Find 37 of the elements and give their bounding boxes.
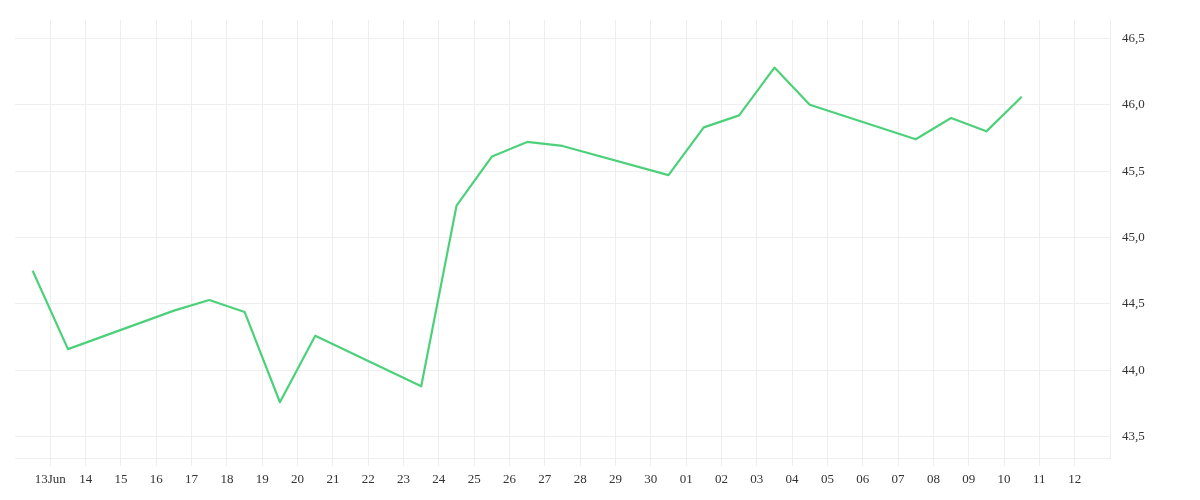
x-tick-label: 18 <box>220 471 234 487</box>
x-tick-label: 02 <box>714 471 728 487</box>
x-tick-label: 16 <box>149 471 164 487</box>
x-tick-label: 22 <box>361 471 375 487</box>
y-tick-label: 46,0 <box>1122 96 1145 112</box>
x-tick-label: 21 <box>326 471 340 487</box>
x-tick-label: 26 <box>503 471 517 487</box>
y-tick-label: 45,5 <box>1122 162 1145 178</box>
y-tick-label: 46,5 <box>1122 29 1145 45</box>
y-tick-label: 44,5 <box>1122 295 1145 311</box>
x-tick-label: 04 <box>785 471 800 487</box>
x-tick-label: 25 <box>467 471 481 487</box>
x-tick-label: 01 <box>679 471 693 487</box>
x-tick-label: 06 <box>856 471 870 487</box>
x-tick-label: 15 <box>114 471 128 487</box>
x-tick-label: 28 <box>573 471 587 487</box>
x-tick-label: 08 <box>926 471 940 487</box>
x-tick-label: 19 <box>255 471 269 487</box>
x-tick-label: 03 <box>750 471 764 487</box>
x-tick-label: 20 <box>291 471 305 487</box>
x-tick-label: 05 <box>820 471 834 487</box>
x-tick-label: 10 <box>997 471 1011 487</box>
y-tick-label: 43,5 <box>1122 428 1145 444</box>
x-tick-label: 14 <box>79 471 93 487</box>
x-tick-label: 07 <box>891 471 906 487</box>
x-tick-label: 29 <box>608 471 622 487</box>
x-tick-label: 12 <box>1068 471 1082 487</box>
x-tick-label: 23 <box>397 471 411 487</box>
x-tick-label: 11 <box>1033 471 1046 487</box>
x-tick-label: 09 <box>962 471 976 487</box>
y-tick-label: 45,0 <box>1122 228 1145 244</box>
x-tick-label: 27 <box>538 471 552 487</box>
y-tick-label: 44,0 <box>1122 361 1145 377</box>
x-tick-label: 30 <box>644 471 658 487</box>
x-tick-label: 24 <box>432 471 446 487</box>
x-tick-label: 13Jun <box>34 471 67 487</box>
x-tick-label: 17 <box>185 471 199 487</box>
